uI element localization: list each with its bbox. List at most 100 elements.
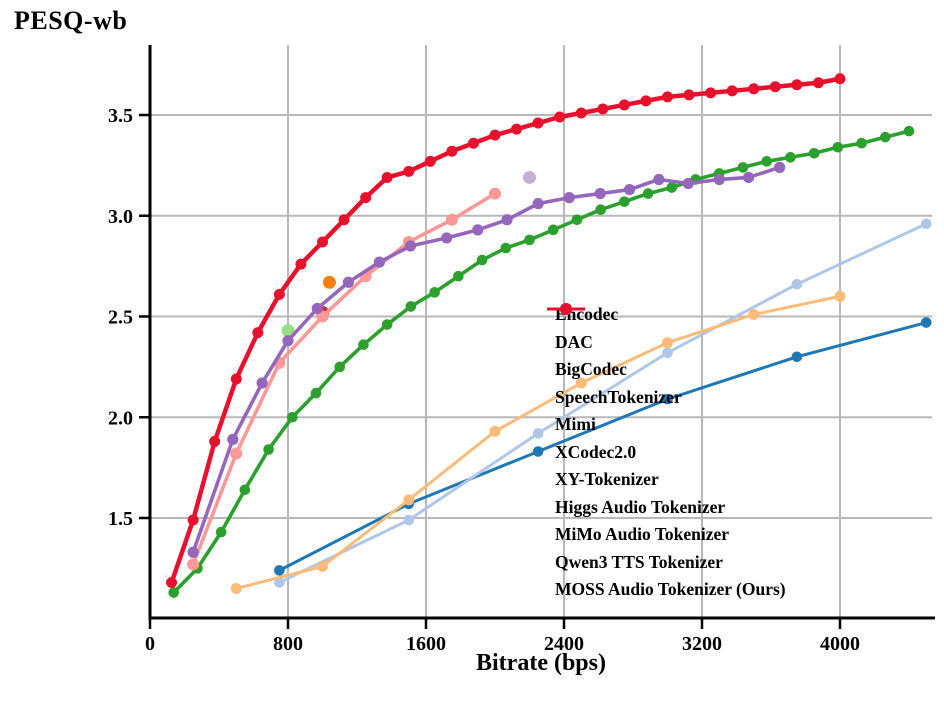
x-tick-label: 4000 [820,633,860,655]
series-marker-mimo-audio-tokenizer [532,198,544,210]
series-marker-mimo-audio-tokenizer [594,187,606,200]
series-marker-moss-audio-tokenizer-ours [166,576,178,588]
series-marker-higgs-audio-tokenizer [230,447,243,460]
legend-label-xy-tokenizer: XY-Tokenizer [555,469,659,489]
series-marker-mimi [903,125,915,137]
series-marker-mimi [761,156,772,167]
legend-label-higgs-audio-tokenizer: Higgs Audio Tokenizer [555,496,726,517]
legend-item-xy-tokenizer: XY-Tokenizer [546,303,786,494]
series-marker-moss-audio-tokenizer-ours [252,327,264,339]
series-marker-moss-audio-tokenizer-ours [532,117,544,129]
series-marker-moss-audio-tokenizer-ours [403,165,415,177]
series-marker-mimi [595,204,606,216]
series-marker-moss-audio-tokenizer-ours [338,214,350,226]
series-marker-mimo-audio-tokenizer [682,177,694,190]
series-marker-encodec [920,317,932,328]
series-marker-moss-audio-tokenizer-ours [791,79,803,91]
series-marker-bigcodec [322,275,336,289]
legend-marker-moss-audio-tokenizer-ours [547,303,585,315]
legend-item-dac: DAC [546,303,786,357]
legend-item-speechtokenizer: SpeechTokenizer [546,303,786,412]
series-marker-qwen3-tts-tokenizer [523,170,536,184]
series-marker-moss-audio-tokenizer-ours [812,77,824,89]
series-marker-moss-audio-tokenizer-ours [705,87,717,99]
legend-label-bigcodec: BigCodec [555,359,627,379]
series-line-dac [277,222,928,584]
series-marker-moss-audio-tokenizer-ours [769,81,781,93]
series-marker-mimi [334,361,346,373]
series-marker-encodec [791,351,803,363]
series-marker-moss-audio-tokenizer-ours [446,145,458,157]
series-marker-moss-audio-tokenizer-ours [360,192,372,204]
y-tick-label: 2.5 [108,307,133,329]
series-marker-mimi [808,147,820,159]
series-marker-mimi [453,270,464,282]
series-marker-speechtokenizer [403,494,415,506]
chart-title: PESQ-wb [14,6,128,35]
series-marker-mimo-audio-tokenizer [342,276,354,288]
y-tick-label: 3.0 [108,206,133,228]
series-marker-xcodec2-0 [281,324,295,338]
series-marker-mimo-audio-tokenizer [713,173,725,186]
series-marker-mimi [737,162,749,173]
series-marker-moss-audio-tokenizer-ours [317,236,328,248]
series-marker-speechtokenizer [230,583,242,595]
series-marker-mimo-audio-tokenizer [373,256,386,268]
series-marker-mimi [832,141,844,153]
series-marker-moss-audio-tokenizer-ours [575,107,587,119]
legend-label-speechtokenizer: SpeechTokenizer [555,386,682,407]
series-line-higgs-audio-tokenizer [191,191,497,567]
legend-item-xcodec2-0: XCodec2.0 [546,303,786,467]
series-marker-mimi [856,137,867,149]
series-marker-mimi [405,301,417,312]
series-marker-moss-audio-tokenizer-ours [640,95,652,107]
series-marker-moss-audio-tokenizer-ours [618,99,630,111]
series-marker-moss-audio-tokenizer-ours [187,514,199,526]
series-marker-mimo-audio-tokenizer [653,173,665,186]
series-marker-moss-audio-tokenizer-ours [748,83,760,95]
series-marker-encodec [274,565,285,576]
series-marker-mimo-audio-tokenizer [563,192,575,204]
x-tick-label: 800 [273,633,303,655]
x-axis-label: Bitrate (bps) [476,650,606,676]
series-marker-speechtokenizer [489,425,501,437]
legend-label-mimi: Mimi [555,414,596,434]
legend-label-dac: DAC [555,331,593,352]
series-marker-mimo-audio-tokenizer [256,377,268,389]
series-marker-dac [920,218,932,230]
x-tick-label: 0 [145,633,155,655]
series-marker-mimo-audio-tokenizer [623,183,636,196]
series-marker-mimi [263,444,274,455]
series-marker-mimo-audio-tokenizer [404,240,417,252]
x-tick-label: 1600 [406,633,446,655]
legend: Encodec DAC BigCodec SpeechTokenizer Mimi XCo… [546,301,786,604]
legend-label-qwen3-tts-tokenizer: Qwen3 TTS Tokenizer [555,551,723,572]
legend-label-mimo-audio-tokenizer: MiMo Audio Tokenizer [555,524,730,544]
series-marker-moss-audio-tokenizer-ours [209,435,221,447]
series-marker-moss-audio-tokenizer-ours [381,171,393,183]
series-marker-moss-audio-tokenizer-ours [834,73,846,85]
series-marker-moss-audio-tokenizer-ours [683,89,695,101]
series-marker-dac [274,577,285,588]
series-marker-mimo-audio-tokenizer [472,224,484,236]
legend-item-bigcodec: BigCodec [546,303,786,384]
series-marker-moss-audio-tokenizer-ours [597,103,609,115]
series-marker-mimi [429,287,440,298]
series-marker-mimo-audio-tokenizer [187,546,199,558]
series-marker-dac [403,514,415,526]
series-marker-mimi [381,319,393,330]
legend-item-mimi: Mimi [546,303,786,439]
series-marker-moss-audio-tokenizer-ours [662,91,673,103]
x-tick-label: 2400 [544,633,584,655]
series-marker-mimi [785,152,796,163]
series-marker-mimi [666,182,678,193]
series-marker-higgs-audio-tokenizer [445,213,458,226]
series-marker-speechtokenizer [748,308,760,320]
series-marker-mimo-audio-tokenizer [311,302,323,315]
legend-label-xcodec2-0: XCodec2.0 [555,441,637,462]
series-marker-mimo-audio-tokenizer [441,232,453,244]
series-marker-mimi [500,242,512,254]
series-marker-mimi [358,339,369,351]
legend-item-mimo-audio-tokenizer: MiMo Audio Tokenizer [546,303,786,549]
